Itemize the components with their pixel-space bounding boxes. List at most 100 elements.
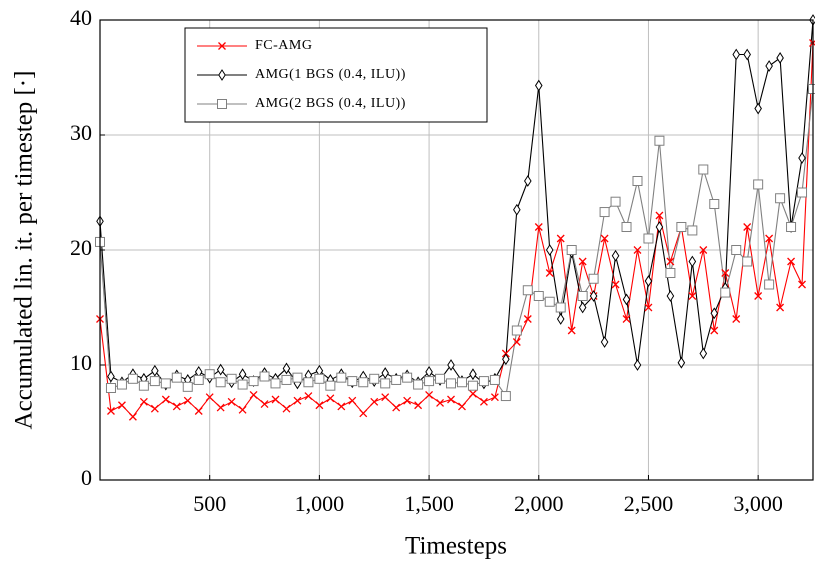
marker [425,365,433,378]
marker [281,374,292,385]
y-tick-label: 20 [70,235,92,260]
ticks: 500 1,000 1,500 2,000 2,500 3,000 0 10 20 30 40 [70,5,783,516]
marker [599,207,610,218]
x-tick-label: 1,500 [404,491,454,516]
x-tick-label: 1,000 [295,491,345,516]
marker [513,203,521,216]
marker [676,222,687,232]
marker [688,255,697,268]
marker [808,84,815,94]
marker [336,372,347,383]
marker [600,336,609,348]
marker [644,303,653,312]
marker [798,280,806,289]
marker [533,291,544,301]
marker [743,48,751,61]
marker [436,398,445,407]
marker [754,102,762,115]
marker [259,371,270,382]
legend: FC-AMG AMG(1 BGS (0.4, ILU)) AMG(2 BGS (0.… [184,27,488,123]
marker [370,397,379,406]
marker [776,303,785,312]
marker [687,225,698,236]
marker [754,292,763,300]
marker [633,246,642,254]
marker [632,176,643,186]
marker [610,196,621,207]
marker [381,367,389,379]
marker [292,372,303,383]
x-tick-label: 2,500 [624,491,674,516]
marker [765,234,774,243]
legend-label: AMG(2 BGS (0.4, ILU)) [255,96,406,111]
marker [478,376,489,387]
marker [710,307,719,320]
marker [500,391,511,402]
marker [611,249,620,262]
marker [545,269,554,277]
marker [489,374,500,385]
marker [282,404,291,413]
marker [522,285,533,296]
marker [204,369,215,380]
marker [315,401,324,410]
marker [787,257,796,266]
marker [326,394,335,403]
marker [447,395,455,404]
x-axis-title: Timesteps [405,533,507,560]
marker [303,377,314,388]
marker [567,326,576,335]
marker [577,291,588,301]
marker [182,381,193,392]
marker [699,246,708,254]
legend-label: FC-AMG [255,38,312,53]
legend-label: AMG(1 BGS (0.4, ILU)) [255,67,406,82]
marker [304,392,313,401]
marker [218,69,226,81]
marker [151,364,159,377]
marker [732,48,741,61]
marker [392,403,401,412]
marker [512,338,521,346]
marker [742,256,753,267]
marker [248,376,259,387]
marker [216,363,225,376]
marker [469,368,477,381]
marker [666,290,675,302]
marker [446,378,457,389]
marker [128,412,137,421]
marker [172,402,181,411]
marker [116,379,127,390]
marker [227,397,236,406]
marker [105,383,116,393]
marker [732,315,741,323]
x-tick-label: 2,000 [514,491,564,516]
marker [677,356,686,369]
marker [721,269,730,277]
marker [391,374,402,385]
marker [216,403,225,412]
marker [194,407,203,415]
marker [337,402,346,411]
marker [622,315,631,323]
marker [369,373,380,384]
marker [359,409,368,418]
marker [314,373,325,384]
marker [545,244,554,256]
marker [127,373,138,384]
marker [644,275,653,287]
y-tick-label: 40 [70,5,92,30]
marker [578,257,587,266]
marker [205,393,214,402]
marker [183,396,192,405]
marker [193,374,204,385]
marker [611,280,620,289]
marker [479,397,488,406]
marker [107,370,115,383]
marker [654,135,665,146]
marker [589,290,598,302]
marker [238,368,247,381]
y-tick-label: 10 [70,350,92,375]
marker [622,293,631,306]
